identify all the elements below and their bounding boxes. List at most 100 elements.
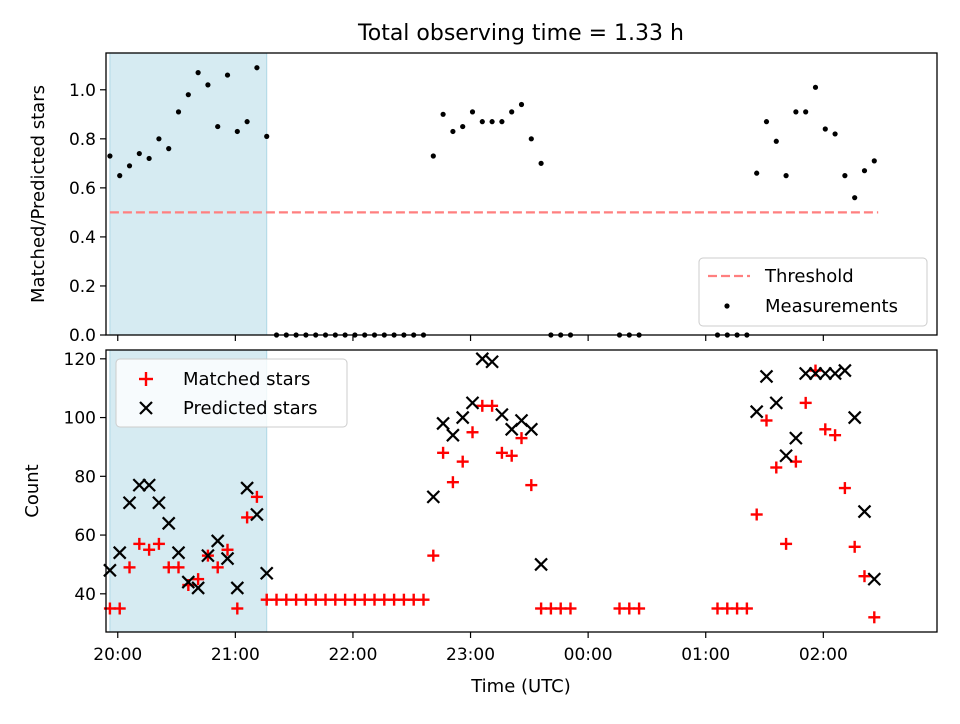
matched-star-point [437, 446, 450, 459]
measurement-point [117, 173, 123, 179]
count-legend: Matched stars Predicted stars [115, 358, 348, 428]
predicted-star-point [475, 352, 490, 366]
count-y-tick-label: 60 [74, 526, 96, 546]
measurement-point [803, 109, 809, 115]
predicted-star-point [838, 363, 852, 378]
measurement-point [793, 109, 799, 115]
predicted-star-point [230, 581, 245, 595]
matched-star-point [221, 543, 234, 556]
measurement-point [754, 170, 760, 176]
predicted-star-point [789, 431, 803, 445]
predicted-star-point [808, 366, 823, 381]
matched-star-point [750, 508, 763, 521]
matched-star-point [250, 490, 263, 503]
ratio-y-axis: 0.0 0.2 0.4 0.6 0.8 1.0 [69, 81, 106, 346]
measurement-point [430, 153, 436, 159]
measurement-point [460, 123, 466, 130]
matched-star-point [505, 449, 518, 462]
measurement-point [528, 136, 534, 142]
matched-star-point [143, 543, 156, 556]
measurement-point [822, 126, 828, 132]
matched-star-point [770, 461, 783, 474]
observing-interval-shade [109, 52, 268, 336]
count-x-tick-label: 21:00 [211, 645, 260, 665]
legend-threshold-label: Threshold [764, 266, 854, 287]
matched-star-point [819, 423, 832, 436]
legend-matched-swatch [139, 372, 153, 386]
count-y-axis: 40 60 80 100 120 [64, 350, 106, 605]
ratio-legend: Threshold Measurements [698, 257, 928, 327]
measurement-point [195, 70, 201, 76]
measurement-point [469, 109, 476, 115]
predicted-star-point [161, 516, 176, 531]
predicted-star-point [122, 495, 137, 510]
predicted-star-point [259, 566, 274, 581]
predicted-star-point [779, 448, 793, 463]
predicted-star-point [171, 545, 186, 560]
measurement-point [871, 158, 877, 164]
matched-star-point [113, 602, 126, 615]
measurement-point [852, 195, 858, 201]
ratio-y-tick-label: 0.0 [69, 326, 96, 346]
matched-star-point [838, 482, 851, 495]
measurement-point [136, 150, 142, 157]
predicted-star-point [847, 410, 862, 425]
predicted-star-point [828, 366, 842, 381]
matched-star-point [829, 429, 842, 442]
matched-star-point [123, 561, 136, 574]
measurement-point [205, 82, 211, 88]
count-x-tick-label: 20:00 [93, 645, 142, 665]
predicted-star-point [534, 557, 548, 572]
predicted-star-point [446, 428, 460, 442]
measurement-point [264, 133, 270, 139]
matched-star-point [211, 561, 224, 574]
count-x-tick-label: 01:00 [681, 645, 730, 665]
matched-star-point [515, 432, 528, 445]
ratio-y-tick-label: 0.8 [69, 130, 96, 150]
legend-measurement-label: Measurements [765, 296, 898, 317]
measurement-point [107, 153, 113, 159]
matched-stars-points [103, 364, 881, 624]
measurement-point [832, 131, 838, 137]
matched-star-point [192, 573, 205, 586]
measurement-point [509, 109, 515, 115]
measurement-point [244, 119, 250, 125]
count-x-axis: 20:00 21:00 22:00 23:00 00:00 01:00 02:00 [93, 632, 848, 665]
legend-predicted-label: Predicted stars [183, 398, 317, 419]
measurement-point [783, 173, 789, 179]
predicted-star-point [181, 575, 196, 589]
matched-star-point [780, 537, 793, 550]
matched-star-point [525, 479, 538, 492]
measurement-point [254, 65, 260, 71]
measurement-point [842, 173, 848, 179]
legend-measurement-swatch [724, 303, 730, 309]
matched-star-point [564, 602, 577, 615]
measurement-point [518, 101, 525, 108]
predicted-star-point [798, 366, 813, 381]
measurement-point [175, 109, 182, 115]
measurement-point [156, 136, 162, 142]
count-y-label: Count [22, 464, 43, 517]
predicted-star-point [201, 548, 215, 563]
matched-star-point [633, 602, 646, 615]
matched-star-point [446, 476, 459, 489]
predicted-star-point [749, 404, 764, 419]
measurement-point [126, 163, 133, 169]
legend-predicted-swatch [139, 401, 153, 415]
ratio-y-tick-label: 0.2 [69, 277, 96, 297]
matched-star-point [760, 414, 773, 427]
predicted-star-point [152, 495, 166, 510]
predicted-star-point [524, 422, 539, 437]
matched-star-point [740, 602, 753, 615]
matched-star-point [495, 446, 508, 459]
count-legend-box [115, 358, 348, 428]
measurement-point [450, 128, 456, 135]
predicted-star-point [142, 478, 156, 492]
predicted-stars-points [103, 352, 882, 595]
measurement-point [215, 123, 221, 130]
predicted-star-point [240, 481, 254, 495]
count-y-tick-label: 120 [64, 350, 96, 370]
predicted-star-point [857, 504, 872, 519]
predicted-star-point [485, 354, 499, 369]
